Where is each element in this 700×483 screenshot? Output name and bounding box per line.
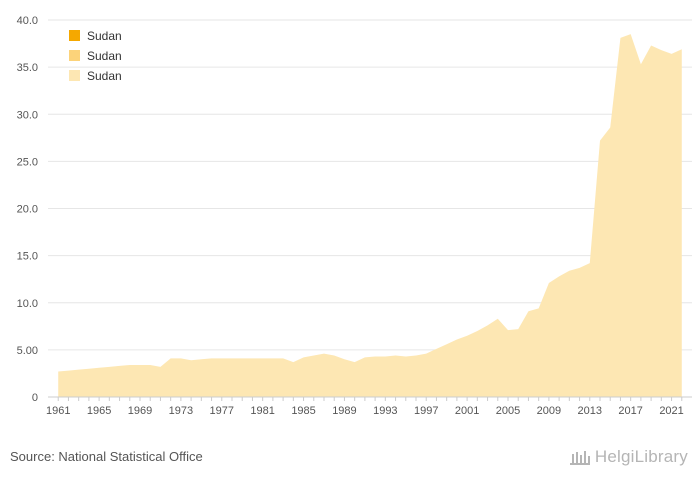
legend-swatch <box>69 70 80 81</box>
legend-swatch <box>69 50 80 61</box>
x-axis: 1961 1965 1969 1973 1977 1981 1985 1989 1993 1997… <box>46 396 692 417</box>
x-tick-label: 2017 <box>618 405 642 417</box>
legend-label[interactable]: Sudan <box>87 69 122 83</box>
x-tick-label: 2013 <box>578 405 602 417</box>
y-tick-label: 20.0 <box>17 204 38 216</box>
x-tick-label: 1997 <box>414 405 438 417</box>
y-tick-label: 15.0 <box>17 251 38 263</box>
logo-text: HelgiLibrary <box>594 447 688 466</box>
plot-area <box>58 34 682 397</box>
x-tick-label: 1985 <box>291 405 315 417</box>
x-tick-label: 1977 <box>210 405 234 417</box>
y-axis: 0 5.00 10.0 15.0 20.0 25.0 30.0 35.0 40.0 <box>17 15 38 404</box>
y-tick-label: 30.0 <box>17 109 38 121</box>
legend-label[interactable]: Sudan <box>87 29 122 43</box>
legend-swatch <box>69 30 80 41</box>
source-note: Source: National Statistical Office <box>10 449 203 464</box>
x-tick-label: 1961 <box>46 405 70 417</box>
x-tick-label: 1969 <box>128 405 152 417</box>
helgi-library-logo[interactable]: HelgiLibrary <box>569 447 688 467</box>
x-tick-label: 1965 <box>87 405 111 417</box>
x-tick-label: 2021 <box>659 405 683 417</box>
x-tick-label: 1981 <box>250 405 274 417</box>
y-tick-label: 10.0 <box>17 298 38 310</box>
legend-label[interactable]: Sudan <box>87 49 122 63</box>
y-tick-label: 25.0 <box>17 156 38 168</box>
x-tick-label: 1973 <box>169 405 193 417</box>
y-tick-label: 35.0 <box>17 62 38 74</box>
library-building-icon <box>569 451 590 465</box>
series-area <box>58 34 682 397</box>
x-tick-label: 2005 <box>496 405 520 417</box>
x-tick-label: 2009 <box>537 405 561 417</box>
x-tick-label: 1993 <box>373 405 397 417</box>
legend: Sudan Sudan Sudan <box>69 29 122 83</box>
x-tick-label: 1989 <box>332 405 356 417</box>
y-tick-label: 0 <box>32 392 38 404</box>
y-tick-label: 5.00 <box>17 345 38 357</box>
gridlines <box>48 19 692 398</box>
x-tick-label: 2001 <box>455 405 479 417</box>
y-tick-label: 40.0 <box>17 15 38 27</box>
